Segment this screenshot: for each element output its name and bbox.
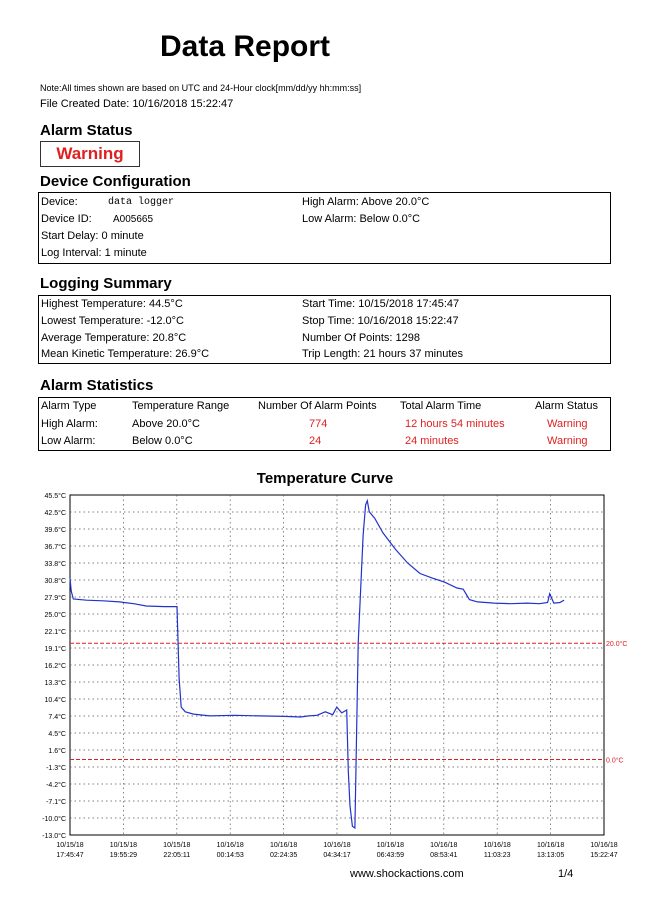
table-cell: 774 — [309, 418, 328, 430]
y-tick-label: -4.2°C — [46, 781, 66, 789]
y-tick-label: -1.3°C — [46, 764, 66, 772]
y-tick-label: 19.1°C — [45, 645, 66, 653]
alarm-status-heading: Alarm Status — [40, 122, 133, 139]
x-tick-label-time: 04:34:17 — [323, 852, 350, 859]
table-cell: 24 — [309, 435, 322, 447]
temperature-chart: 45.5°C 42.5°C 39.6°C 36.7°C 33.8°C 30.8°C 27.9… — [42, 492, 627, 859]
y-tick-label: 36.7°C — [45, 543, 66, 551]
col-header-alarm-type: Alarm Type — [41, 400, 97, 412]
page-number: 1/4 — [558, 868, 574, 880]
x-tick-label-time: 17:45:47 — [56, 852, 83, 859]
temperature-series-line — [69, 498, 565, 830]
table-cell: Above 20.0°C — [132, 418, 200, 430]
logging-summary-box: Highest Temperature: 44.5°C Lowest Tempe… — [38, 295, 611, 364]
page-title: Data Report — [159, 30, 331, 63]
y-tick-label: 7.4°C — [48, 713, 66, 721]
y-tick-label: 16.2°C — [45, 662, 66, 670]
x-tick-label-time: 19:55:29 — [110, 852, 137, 859]
stop-time: Stop Time: 10/16/2018 15:22:47 — [302, 315, 459, 327]
y-tick-label: 10.4°C — [45, 696, 66, 704]
x-tick-label-time: 11:03:23 — [484, 852, 511, 859]
alarm-statistics-heading: Alarm Statistics — [40, 377, 154, 394]
x-tick-label-date: 10/15/18 — [110, 842, 137, 849]
device-id-value: A005665 — [113, 214, 154, 225]
y-tick-label: -7.1°C — [46, 798, 66, 806]
x-tick-label-date: 10/16/18 — [323, 842, 350, 849]
alarm-threshold-label: 20.0°C — [606, 640, 627, 648]
y-tick-label: 25.0°C — [45, 611, 66, 619]
col-header-alarm-status: Alarm Status — [535, 400, 598, 412]
col-header-temp-range: Temperature Range — [132, 400, 230, 412]
table-cell: Warning — [547, 418, 588, 430]
utc-note: Note:All times shown are based on UTC an… — [40, 83, 362, 93]
x-tick-label-date: 10/15/18 — [56, 842, 83, 849]
lowest-temp: Lowest Temperature: -12.0°C — [41, 315, 184, 327]
x-tick-label-time: 06:43:59 — [377, 852, 404, 859]
device-value: data logger — [108, 197, 175, 208]
x-tick-label-time: 13:13:05 — [537, 852, 564, 859]
device-id-label: Device ID: — [41, 213, 92, 225]
x-tick-label-time: 00:14:53 — [217, 852, 244, 859]
trip-length: Trip Length: 21 hours 37 minutes — [302, 348, 464, 360]
x-tick-label-date: 10/15/18 — [163, 842, 190, 849]
number-of-points: Number Of Points: 1298 — [302, 332, 421, 344]
y-tick-label: 30.8°C — [45, 577, 66, 585]
x-tick-label-date: 10/16/18 — [270, 842, 297, 849]
alarm-threshold-label: 0.0°C — [606, 756, 624, 764]
start-delay: Start Delay: 0 minute — [41, 230, 144, 242]
x-tick-label-date: 10/16/18 — [217, 842, 244, 849]
y-tick-label: -13.0°C — [42, 832, 66, 840]
x-tick-label-date: 10/16/18 — [377, 842, 404, 849]
table-cell: Low Alarm: — [41, 435, 96, 447]
mean-kinetic-temp: Mean Kinetic Temperature: 26.9°C — [41, 348, 210, 360]
x-tick-label-time: 08:53:41 — [430, 852, 457, 859]
table-cell: 24 minutes — [405, 435, 459, 447]
y-tick-label: 45.5°C — [45, 492, 66, 500]
y-tick-label: 39.6°C — [45, 526, 66, 534]
x-tick-label-time: 15:22:47 — [590, 852, 617, 859]
alarm-status-badge: Warning — [40, 141, 140, 167]
x-tick-label-date: 10/16/18 — [430, 842, 457, 849]
device-label: Device: — [41, 196, 78, 208]
y-tick-label: 22.1°C — [45, 628, 66, 636]
average-temp: Average Temperature: 20.8°C — [41, 332, 187, 344]
x-tick-label-date: 10/16/18 — [484, 842, 511, 849]
y-tick-label: 33.8°C — [45, 560, 66, 568]
col-header-total-time: Total Alarm Time — [400, 400, 482, 412]
x-tick-label-time: 02:24:35 — [270, 852, 297, 859]
highest-temp: Highest Temperature: 44.5°C — [41, 298, 183, 310]
table-cell: Below 0.0°C — [132, 435, 193, 447]
y-tick-label: -10.0°C — [42, 815, 66, 823]
x-tick-label-date: 10/16/18 — [537, 842, 564, 849]
chart-title: Temperature Curve — [256, 470, 394, 487]
device-config-heading: Device Configuration — [40, 173, 191, 190]
y-tick-label: 42.5°C — [45, 509, 66, 517]
y-tick-label: 4.5°C — [48, 730, 66, 738]
y-tick-label: 1.6°C — [48, 747, 66, 755]
alarm-statistics-table: Alarm Type Temperature Range Number Of A… — [38, 397, 611, 451]
footer-url[interactable]: www.shockactions.com — [350, 868, 464, 880]
col-header-alarm-points: Number Of Alarm Points — [258, 400, 377, 412]
device-config-box: Device: data logger Device ID: A005665 S… — [38, 192, 611, 264]
file-created-date: File Created Date: 10/16/2018 15:22:47 — [40, 98, 234, 110]
start-time: Start Time: 10/15/2018 17:45:47 — [302, 298, 460, 310]
table-cell: High Alarm: — [41, 418, 98, 430]
low-alarm-setting: Low Alarm: Below 0.0°C — [302, 213, 421, 225]
table-cell: 12 hours 54 minutes — [405, 418, 505, 430]
y-tick-label: 27.9°C — [45, 594, 66, 602]
table-cell: Warning — [547, 435, 588, 447]
log-interval: Log Interval: 1 minute — [41, 247, 147, 259]
x-tick-label-time: 22:05:11 — [163, 852, 190, 859]
y-tick-label: 13.3°C — [45, 679, 66, 687]
logging-summary-heading: Logging Summary — [40, 275, 172, 292]
x-tick-label-date: 10/16/18 — [590, 842, 617, 849]
high-alarm-setting: High Alarm: Above 20.0°C — [302, 196, 430, 208]
